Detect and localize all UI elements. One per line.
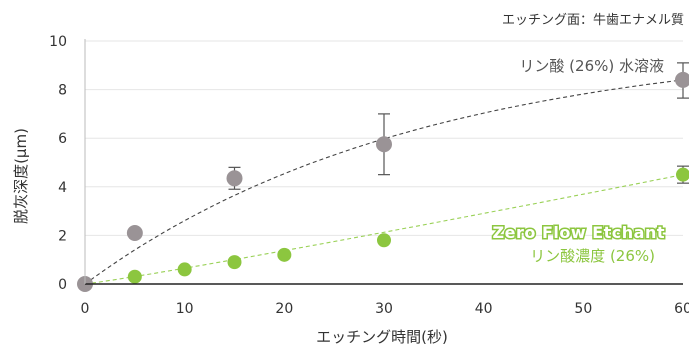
data-point-series-1-x-30 bbox=[377, 233, 391, 248]
data-point-series-0-x-30 bbox=[376, 136, 392, 153]
error-bars bbox=[228, 62, 689, 190]
x-tick-label-60: 60 bbox=[674, 301, 689, 317]
data-point-series-1-x-5 bbox=[127, 269, 142, 284]
y-tick-label-2: 2 bbox=[58, 228, 67, 244]
x-tick-label-30: 30 bbox=[375, 301, 393, 317]
x-tick-label-20: 20 bbox=[275, 301, 293, 317]
y-tick-labels: 0 2 4 6 8 10 bbox=[49, 34, 67, 293]
data-point-series-0-x-15 bbox=[226, 170, 243, 187]
y-tick-label-10: 10 bbox=[49, 34, 67, 50]
x-tick-label-10: 10 bbox=[176, 301, 194, 317]
data-point-series-0-x-5 bbox=[126, 224, 143, 241]
axes bbox=[84, 39, 683, 285]
series-label-zero-flow-brand: Zero Flow Etchant bbox=[493, 223, 665, 242]
y-tick-label-0: 0 bbox=[58, 277, 67, 293]
chart-note: エッチング面：牛歯エナメル質 bbox=[502, 13, 684, 28]
y-axis-label: 脱灰深度(μm) bbox=[12, 128, 30, 224]
y-tick-label-8: 8 bbox=[58, 83, 67, 99]
data-point-series-1-x-20 bbox=[277, 247, 292, 262]
x-axis-label: エッチング時間(秒) bbox=[316, 328, 448, 346]
x-tick-label-0: 0 bbox=[81, 301, 90, 317]
y-tick-label-4: 4 bbox=[58, 180, 67, 196]
series-label-phosphoric-acid: リン酸 (26%) 水溶液 bbox=[519, 57, 664, 75]
data-point-series-1-x-15 bbox=[227, 255, 242, 270]
data-point-series-0-x-60 bbox=[675, 71, 689, 88]
x-tick-labels: 0 10 20 30 40 50 60 bbox=[81, 301, 689, 317]
x-tick-label-50: 50 bbox=[574, 301, 592, 317]
series-label-zero-flow-concentration: リン酸濃度 (26%) bbox=[530, 247, 655, 265]
y-tick-label-6: 6 bbox=[58, 131, 67, 147]
data-point-series-1-x-10 bbox=[177, 262, 192, 277]
data-point-series-1-x-60 bbox=[676, 167, 689, 182]
x-tick-label-40: 40 bbox=[475, 301, 493, 317]
